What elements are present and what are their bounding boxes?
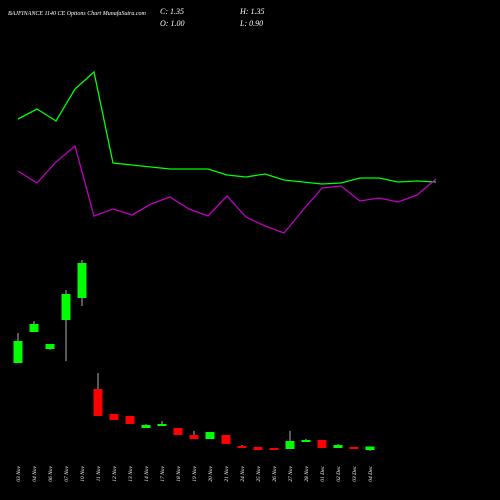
- candle-body: [301, 440, 311, 442]
- candle-body: [317, 440, 327, 448]
- chart-title: BAJFINANCE 1140 CE Options Chart MunafaS…: [8, 10, 147, 17]
- x-tick-label: 03 Dec: [352, 465, 358, 481]
- candle-body: [237, 446, 247, 448]
- candle-body: [29, 324, 39, 332]
- candle-body: [157, 424, 167, 426]
- x-tick-label: 11 Nov: [96, 465, 102, 481]
- x-tick-label: 07 Nov: [64, 465, 70, 481]
- candle-body: [285, 441, 295, 449]
- candle-body: [205, 432, 215, 439]
- candle-body: [269, 448, 279, 450]
- x-tick-label: 14 Nov: [143, 465, 150, 481]
- x-tick-label: 26 Nov: [272, 465, 278, 481]
- x-tick-label: 25 Nov: [256, 465, 262, 481]
- candle-body: [189, 435, 199, 439]
- candle-body: [13, 341, 23, 363]
- x-tick-label: 28 Nov: [304, 465, 310, 481]
- x-tick-label: 27 Nov: [288, 465, 294, 481]
- line-series: [17, 70, 437, 185]
- x-tick-label: 21 Nov: [224, 465, 230, 481]
- x-tick-label: 20 Nov: [208, 465, 214, 481]
- candle-body: [61, 294, 71, 320]
- low-label: L: 0.90: [239, 19, 263, 28]
- x-tick-label: 06 Nov: [48, 465, 54, 481]
- x-tick-label: 01 Dec: [320, 465, 326, 481]
- open-label: O: 1.00: [160, 19, 184, 28]
- candle-body: [173, 428, 183, 435]
- x-tick-label: 17 Nov: [160, 465, 166, 481]
- x-tick-label: 18 Nov: [176, 465, 182, 481]
- x-tick-label: 24 Nov: [239, 465, 246, 481]
- x-tick-label: 02 Dec: [336, 465, 342, 481]
- x-tick-label: 10 Nov: [80, 465, 86, 481]
- candle-body: [253, 447, 263, 450]
- line-series: [17, 144, 437, 234]
- candle-body: [93, 389, 103, 416]
- candle-body: [349, 447, 359, 449]
- x-tick-label: 04 Dec: [367, 465, 374, 481]
- candle-body: [125, 416, 135, 424]
- candle-body: [141, 425, 151, 428]
- candle-body: [77, 263, 87, 298]
- x-tick-label: 19 Nov: [192, 465, 198, 481]
- x-tick-label: 12 Nov: [112, 465, 118, 481]
- candle-body: [45, 344, 55, 349]
- high-label: H: 1.35: [239, 7, 264, 16]
- candle-body: [221, 435, 231, 444]
- candle-body: [109, 414, 119, 420]
- x-tick-label: 13 Nov: [128, 465, 134, 481]
- candle-body: [365, 446, 375, 450]
- close-label: C: 1.35: [160, 7, 184, 16]
- x-tick-label: 03 Nov: [16, 465, 22, 481]
- x-tick-label: 04 Nov: [31, 465, 38, 481]
- candle-body: [333, 445, 343, 448]
